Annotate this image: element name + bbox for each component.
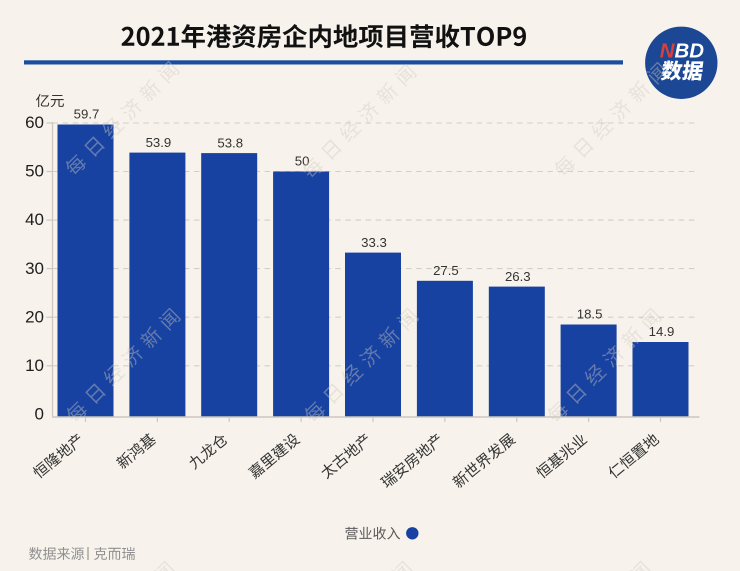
svg-text:60: 60 — [25, 113, 44, 132]
svg-text:53.9: 53.9 — [146, 135, 172, 150]
svg-text:0: 0 — [35, 404, 44, 423]
svg-text:50: 50 — [25, 162, 44, 181]
svg-text:26.3: 26.3 — [505, 269, 531, 284]
svg-text:NBD: NBD — [660, 40, 704, 62]
svg-text:27.5: 27.5 — [433, 263, 459, 278]
svg-text:53.8: 53.8 — [217, 135, 243, 150]
svg-text:30: 30 — [25, 259, 44, 278]
svg-text:14.9: 14.9 — [649, 324, 675, 339]
svg-text:59.7: 59.7 — [74, 107, 100, 122]
svg-text:10: 10 — [25, 356, 44, 375]
svg-text:20: 20 — [25, 307, 44, 326]
svg-text:18.5: 18.5 — [577, 307, 603, 322]
svg-text:33.3: 33.3 — [361, 235, 387, 250]
svg-text:40: 40 — [25, 210, 44, 229]
svg-text:50: 50 — [295, 154, 310, 169]
